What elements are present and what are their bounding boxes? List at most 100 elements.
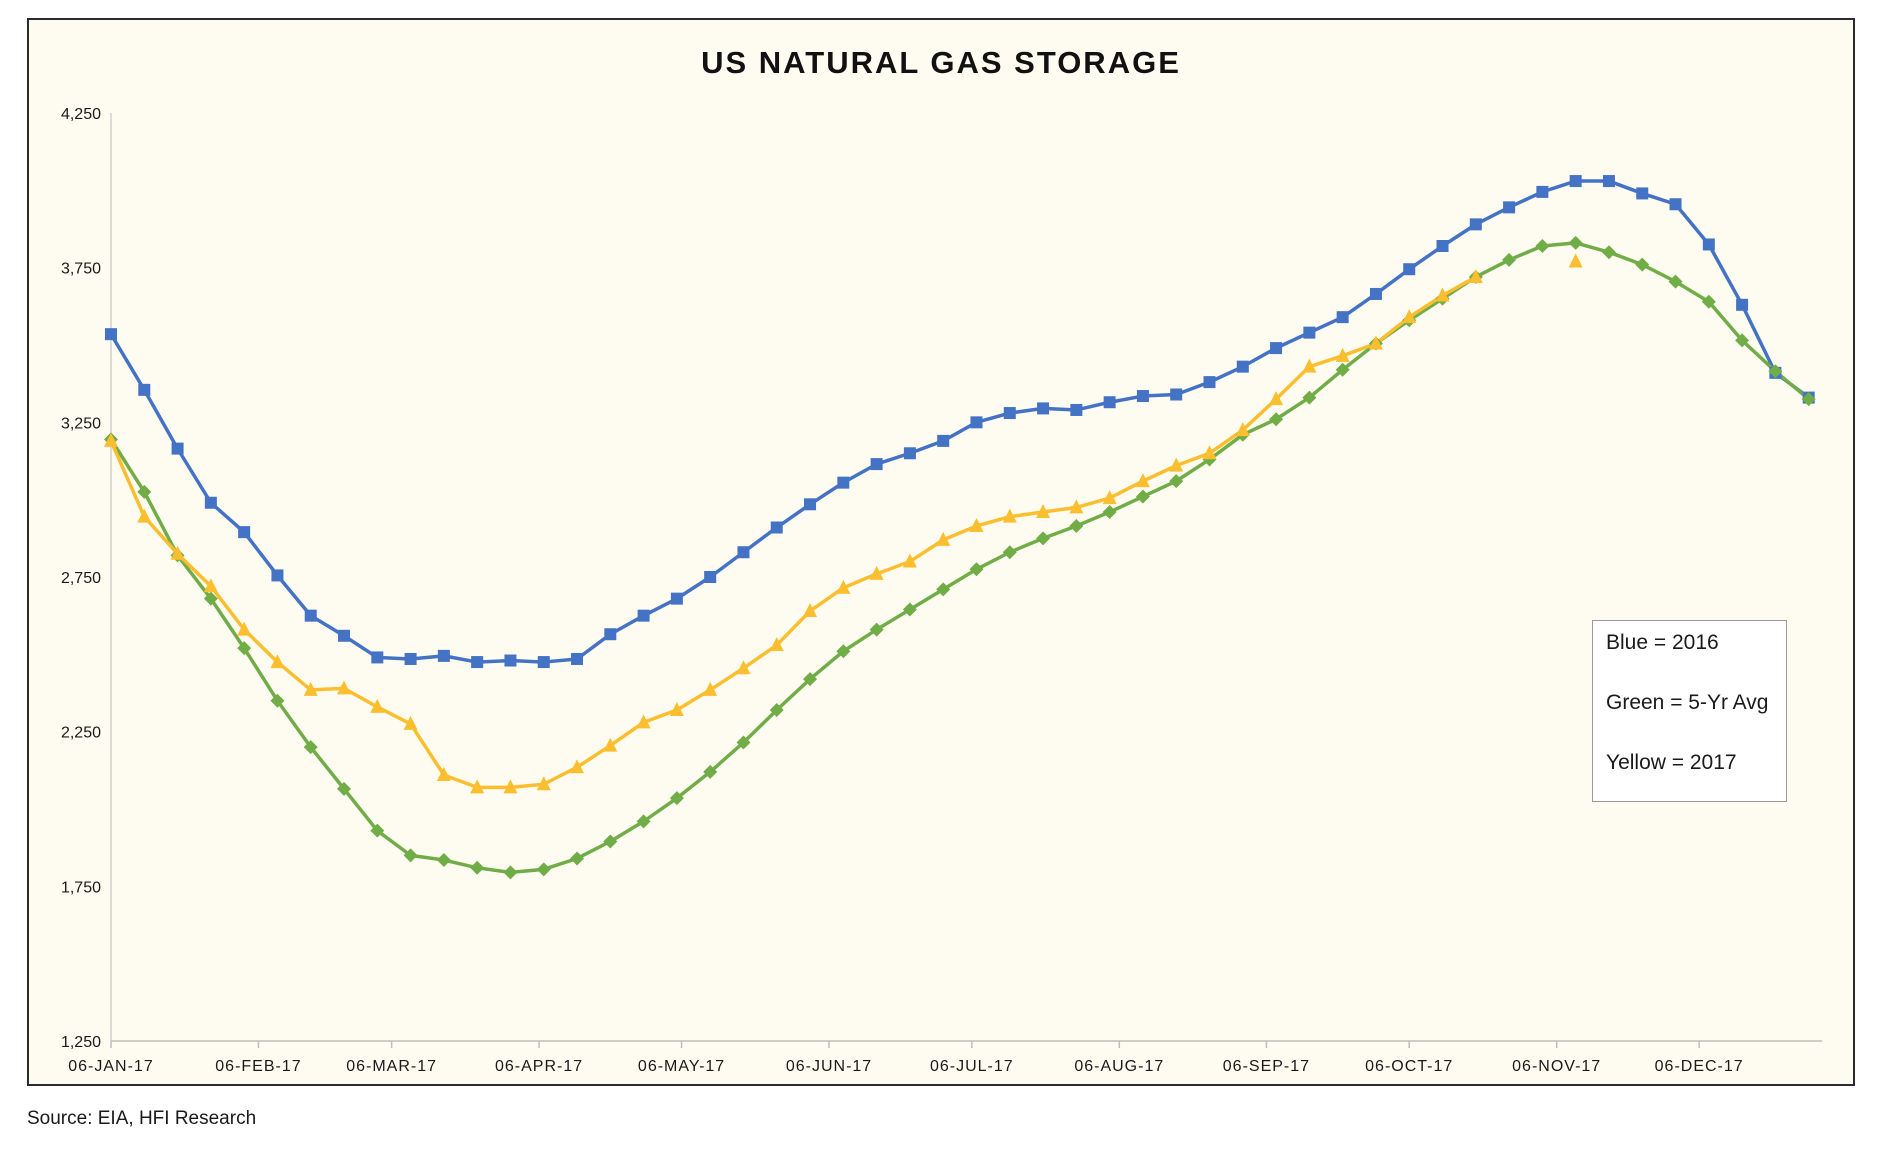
series-2017-point [703, 681, 718, 696]
series-5yr-avg-point [1269, 412, 1284, 427]
series-2016-point [1170, 388, 1183, 401]
series-2017-point [1468, 268, 1483, 283]
series-5yr-avg-point [1302, 390, 1317, 405]
series-2017-point [1002, 508, 1017, 523]
legend-entry-5yr-avg: Green = 5-Yr Avg [1606, 691, 1769, 714]
series-2016-point [1336, 311, 1349, 324]
y-tick-label: 4,250 [61, 106, 101, 123]
series-2016-point [271, 569, 284, 582]
series-2016-point [1469, 218, 1482, 231]
series-2016-point [105, 328, 117, 341]
x-tick-label: 06-SEP-17 [1223, 1058, 1310, 1075]
series-5yr-avg-point [1069, 518, 1084, 533]
chart-plot: US NATURAL GAS STORAGE 1,250 1,750 2,250 2,… [61, 45, 1822, 1075]
series-2017-point [969, 517, 984, 532]
series-2016-point [770, 521, 783, 534]
series-2016-point [1536, 185, 1549, 198]
series-2017-point [603, 737, 618, 752]
series-5yr-avg-point [669, 791, 684, 806]
series-2016-point [804, 498, 817, 511]
series-2016-point [1369, 287, 1382, 300]
series-2017-point [1568, 253, 1583, 268]
series-2016-point [1503, 201, 1516, 214]
series-2016-point [1436, 240, 1449, 253]
series-2016-point [837, 476, 850, 489]
series-2016-point [903, 447, 916, 460]
series-2017-point [337, 680, 352, 695]
x-tick-label: 06-JAN-17 [68, 1058, 153, 1075]
series-5yr-avg-point [1701, 294, 1716, 309]
series-2016-point [1636, 187, 1649, 200]
series-5yr-avg-point [1135, 489, 1150, 504]
series-5yr-avg-point [603, 834, 618, 849]
legend-entry-2016: Blue = 2016 [1606, 631, 1719, 654]
series-5yr-avg-point [869, 622, 884, 637]
series-2017-point [403, 715, 418, 730]
series-2016-point [937, 434, 950, 447]
series-2016-point [571, 652, 584, 665]
series-2017-point [203, 578, 218, 593]
series-5yr-avg-point [1036, 531, 1051, 546]
series-5yr-avg-point [803, 672, 818, 687]
series-5yr-avg-point [303, 740, 318, 755]
series-5yr-avg-point [902, 602, 917, 617]
series-2017-point [370, 698, 385, 713]
series-5yr-avg-point [536, 862, 551, 877]
x-tick-label: 06-MAR-17 [346, 1058, 437, 1075]
chart-title: US NATURAL GAS STORAGE [701, 45, 1181, 80]
series-2016-point [1037, 402, 1050, 415]
series-5yr-avg-point [1102, 505, 1117, 520]
series-2017-point [769, 637, 784, 652]
legend-entry-2017: Yellow = 2017 [1606, 751, 1737, 774]
series-5yr-avg-point [370, 823, 385, 838]
series-2017-point [1235, 422, 1250, 437]
series-2016-point [204, 496, 217, 509]
series-2017-point [1069, 499, 1084, 514]
series-5yr-avg-point [1535, 239, 1550, 254]
x-tick-label: 06-AUG-17 [1074, 1058, 1164, 1075]
series-2016-point [504, 654, 517, 667]
series-2017-point [1435, 287, 1450, 302]
series-2016-point [371, 651, 384, 664]
series-5yr-avg-point [1002, 545, 1017, 560]
series-5yr-avg-point [403, 848, 418, 863]
series-5yr-avg-point [703, 764, 718, 779]
x-tick-label: 06-JUL-17 [930, 1058, 1014, 1075]
series-2016-point [1136, 390, 1149, 403]
series-2017-point [636, 714, 651, 729]
series-2016-point [1702, 238, 1715, 251]
series-2016-point [1236, 360, 1249, 373]
series-2017-point [436, 766, 451, 781]
y-tick-label: 2,750 [61, 570, 101, 587]
legend-box: Blue = 2016 Green = 5-Yr Avg Yellow = 20… [1592, 620, 1787, 802]
series-5yr-avg-point [570, 851, 585, 866]
series-5yr-avg-point [1169, 474, 1184, 489]
series-2016-point [870, 458, 883, 471]
series-2017-point [1202, 445, 1217, 460]
series-2017-point [1036, 504, 1051, 519]
series-2017-point [470, 779, 485, 794]
series-2016-point [1103, 396, 1116, 409]
series-2017-point [803, 603, 818, 618]
series-2016-point [1003, 407, 1016, 420]
series-2016-point [338, 629, 351, 642]
series-5yr-avg-point [1635, 257, 1650, 272]
series-2017-point [902, 553, 917, 568]
series-2017-point [1102, 490, 1117, 505]
series-2016-point [537, 656, 550, 669]
series-2016-point [670, 592, 683, 605]
x-tick-label: 06-DEC-17 [1655, 1058, 1744, 1075]
series-2017-point [1402, 309, 1417, 324]
source-note: Source: EIA, HFI Research [27, 1108, 257, 1129]
series-2017-point [869, 565, 884, 580]
series-2016-point [1569, 175, 1582, 188]
series-2017-point [503, 779, 518, 794]
series-5yr-avg-point [237, 641, 252, 656]
series-2016-point [238, 526, 251, 539]
series-2017-point [170, 545, 185, 560]
series-2016-point [138, 383, 151, 396]
series-2016-point [1270, 342, 1283, 355]
series-2016-point [404, 652, 417, 665]
series-2017-line [109, 275, 1477, 790]
series-lines [109, 179, 1810, 875]
